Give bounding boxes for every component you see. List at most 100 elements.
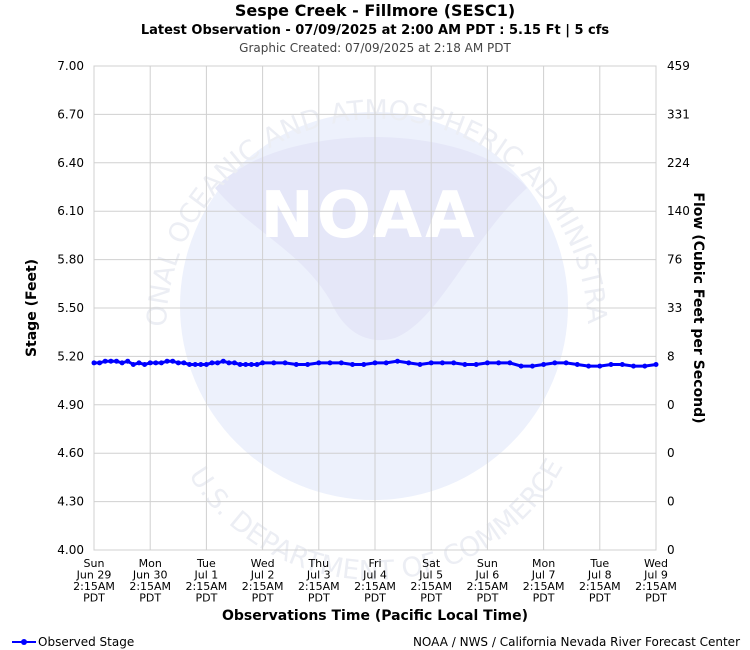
data-point <box>142 362 148 367</box>
data-point <box>574 362 580 367</box>
data-point <box>350 362 355 367</box>
y2-tick-label: 0 <box>667 543 675 557</box>
data-point <box>136 360 142 366</box>
y-tick-label: 4.90 <box>57 398 84 412</box>
x-tick-label: Wed Jul 9 2:15AM PDT <box>635 557 677 605</box>
data-point <box>631 363 636 369</box>
data-point <box>372 360 378 366</box>
data-point <box>541 362 547 367</box>
data-point <box>619 362 625 367</box>
x-axis-title: Observations Time (Pacific Local Time) <box>222 608 528 624</box>
y2-tick-label: 76 <box>667 253 682 267</box>
legend-label: Observed Stage <box>38 635 134 649</box>
chart-title: Sespe Creek - Fillmore (SESC1) <box>235 1 515 20</box>
graphic-created: Graphic Created: 07/09/2025 at 2:18 AM P… <box>239 41 511 55</box>
data-point <box>462 362 468 367</box>
series-layer <box>91 358 659 369</box>
data-point <box>114 358 119 364</box>
data-point <box>552 360 558 366</box>
y-tick-label: 4.60 <box>57 446 84 460</box>
y2-tick-label: 0 <box>667 446 675 460</box>
y-tick-label: 4.30 <box>57 495 84 509</box>
chart-subtitle: Latest Observation - 07/09/2025 at 2:00 … <box>141 23 610 38</box>
data-point <box>119 360 125 366</box>
data-point <box>91 360 97 366</box>
data-point <box>406 360 412 366</box>
y2-tick-label: 0 <box>667 398 675 412</box>
y-axis-title: Stage (Feet) <box>24 259 40 357</box>
data-point <box>203 362 209 367</box>
data-point <box>597 363 603 369</box>
x-tick-label: Sat Jul 5 2:15AM PDT <box>410 557 452 605</box>
data-point <box>147 360 153 366</box>
data-point <box>232 360 237 366</box>
y-axis-ticks: 7.00 6.70 6.40 6.10 5.80 5.50 5.20 4.90 4.60 4.30… <box>57 59 84 557</box>
data-point <box>439 360 445 366</box>
data-point <box>153 360 159 366</box>
data-point <box>653 362 659 367</box>
legend: Observed Stage <box>12 635 134 649</box>
data-point <box>563 360 569 366</box>
data-point <box>130 362 136 367</box>
data-point <box>608 362 614 367</box>
data-point <box>181 360 187 366</box>
x-tick-label: Tue Jul 8 2:15AM PDT <box>579 557 621 605</box>
data-point <box>271 360 277 366</box>
y2-axis-title: Flow (Cubic Feet per Second) <box>690 192 706 423</box>
data-point <box>451 360 457 366</box>
y-tick-label: 6.70 <box>57 107 84 121</box>
data-point <box>327 360 333 366</box>
data-point <box>97 360 103 366</box>
data-point <box>192 362 198 367</box>
data-point <box>125 358 131 364</box>
y2-axis-ticks: 459 331 224 140 76 33 8 0 0 0 0 <box>667 59 690 557</box>
x-axis-ticks: Sun Jun 29 2:15AM PDT Mon Jun 30 2:15AM PDT Tue J… <box>73 557 677 605</box>
data-point <box>428 360 434 366</box>
y2-tick-label: 331 <box>667 107 690 121</box>
noaa-logo-bird <box>215 137 527 341</box>
y2-tick-label: 140 <box>667 204 690 218</box>
data-point <box>383 360 389 366</box>
y2-tick-label: 8 <box>667 349 675 363</box>
data-point <box>586 363 592 369</box>
y2-tick-label: 0 <box>667 495 675 509</box>
x-tick-label: Wed Jul 2 2:15AM PDT <box>242 557 284 605</box>
data-point <box>282 360 288 366</box>
data-point <box>187 362 192 367</box>
y2-tick-label: 33 <box>667 301 682 315</box>
footer-credit: NOAA / NWS / California Nevada River For… <box>413 635 740 649</box>
x-tick-label: Tue Jul 1 2:15AM PDT <box>186 557 228 605</box>
y-tick-label: 5.50 <box>57 301 84 315</box>
data-point <box>395 358 400 364</box>
data-point <box>642 363 648 369</box>
data-point <box>198 362 204 367</box>
data-point <box>237 362 243 367</box>
x-tick-label: Sun Jun 29 2:15AM PDT <box>73 557 115 605</box>
data-point <box>108 358 114 364</box>
y-tick-label: 6.10 <box>57 204 84 218</box>
data-point <box>243 362 249 367</box>
grid-lines <box>93 65 657 551</box>
x-tick-label: Fri Jul 4 2:15AM PDT <box>354 557 396 605</box>
data-point <box>338 360 344 366</box>
data-point <box>220 358 226 364</box>
legend-marker <box>21 639 27 645</box>
data-point <box>215 360 221 366</box>
plot-area-border <box>93 65 657 551</box>
data-point <box>248 362 254 367</box>
y-tick-label: 5.20 <box>57 349 84 363</box>
data-point <box>293 362 299 367</box>
data-point <box>209 360 215 366</box>
data-point <box>175 360 181 366</box>
y-tick-label: 4.00 <box>57 543 84 557</box>
data-point <box>518 363 524 369</box>
y2-tick-label: 224 <box>667 156 690 170</box>
data-point <box>316 360 322 366</box>
data-point <box>164 358 170 364</box>
x-tick-label: Mon Jul 7 2:15AM PDT <box>523 557 565 605</box>
x-tick-label: Mon Jun 30 2:15AM PDT <box>129 557 171 605</box>
data-point <box>260 360 266 366</box>
y-tick-label: 5.80 <box>57 253 84 267</box>
data-point <box>305 362 311 367</box>
